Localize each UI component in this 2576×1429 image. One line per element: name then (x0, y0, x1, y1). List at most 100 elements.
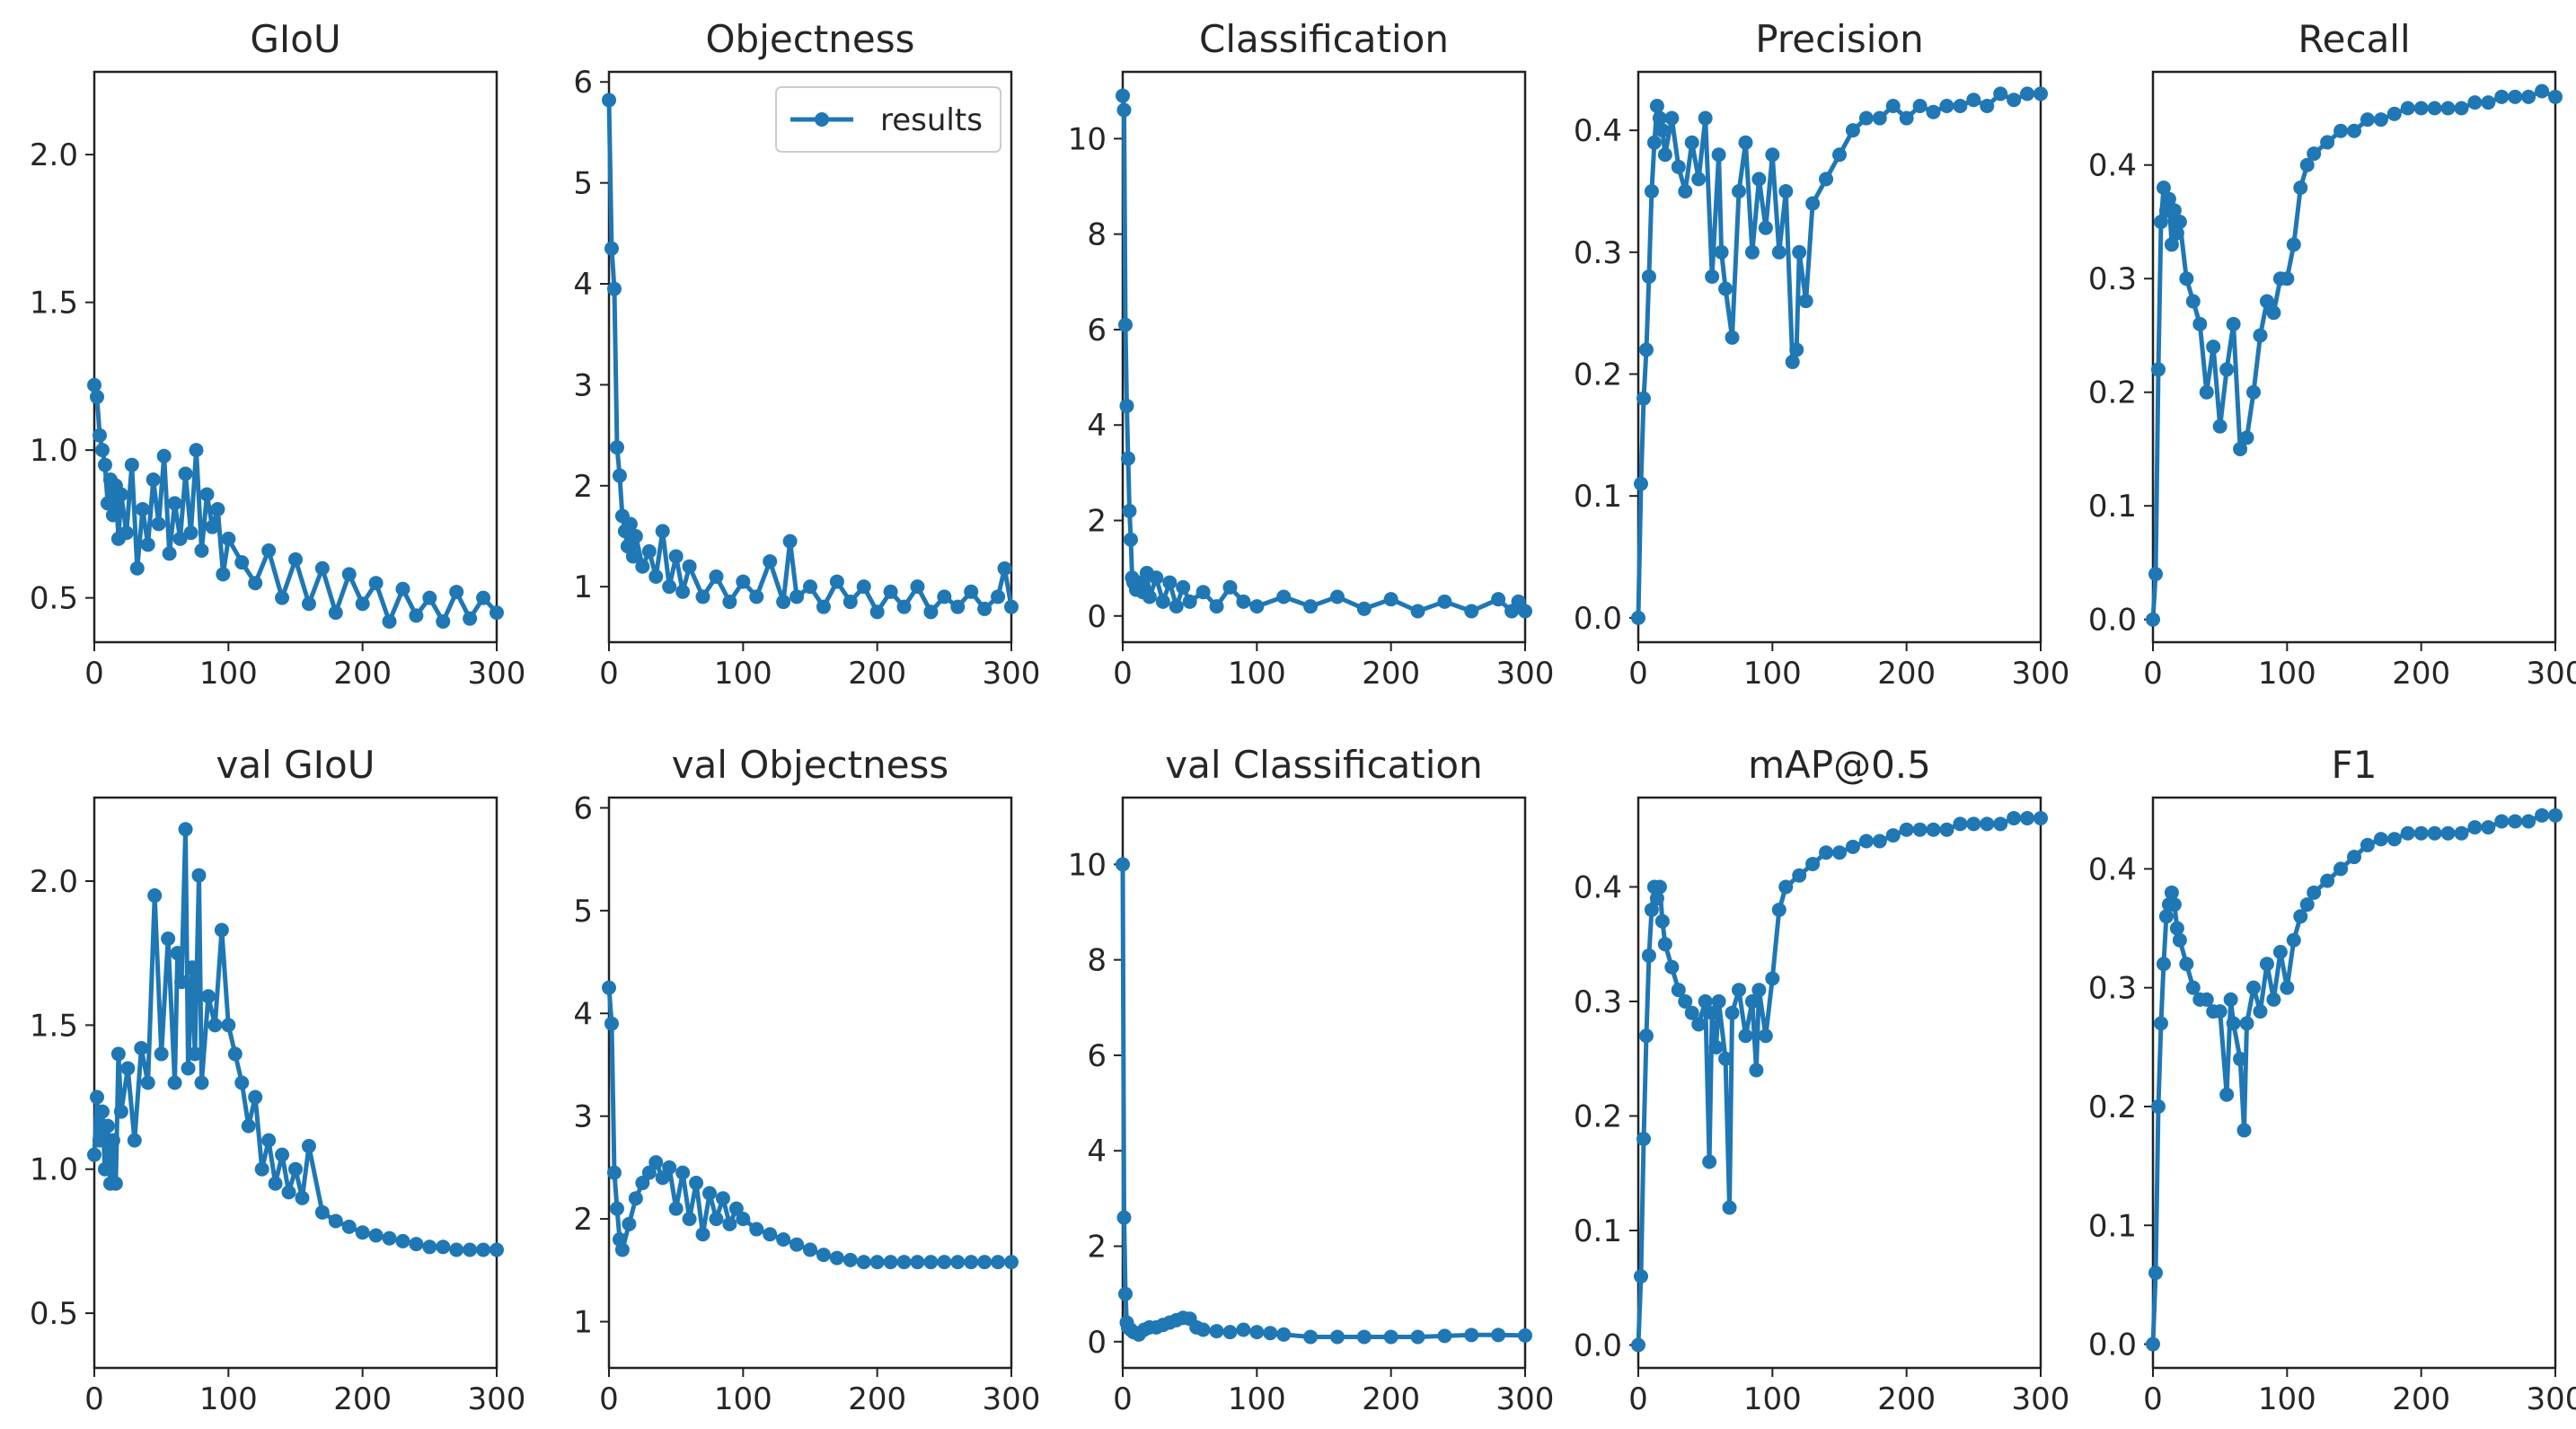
y-tick-label: 0.0 (1574, 1328, 1622, 1363)
data-point (1711, 147, 1726, 163)
data-point (1872, 834, 1887, 849)
data-point (174, 975, 190, 990)
data-point (2192, 316, 2208, 331)
y-tick-label: 0.1 (2088, 1208, 2137, 1244)
data-point (609, 440, 624, 455)
subplot-objectness: Objectness 0 100 200 300 1 2 3 4 5 6 results (573, 17, 1040, 692)
data-point (1705, 269, 1720, 284)
data-point (2166, 203, 2182, 218)
data-point (2400, 825, 2415, 841)
data-point (221, 1018, 236, 1033)
subplot-classification: Classification 0 100 200 300 0 2 4 6 8 10 (1068, 17, 1555, 692)
data-point (368, 576, 384, 591)
data-point (1966, 93, 1981, 108)
data-point (2481, 820, 2496, 835)
axes-frame (1636, 70, 2042, 644)
data-point (736, 1212, 751, 1227)
x-tick-label: 100 (1228, 1381, 1286, 1417)
data-point (869, 1255, 885, 1270)
y-tick-label: 2.0 (30, 864, 78, 900)
data-point (628, 1191, 643, 1206)
axes-frame (607, 796, 1013, 1370)
data-point (1116, 857, 1130, 872)
data-point (409, 1237, 424, 1252)
data-point (2386, 106, 2402, 121)
data-point (2153, 214, 2168, 229)
data-point (1329, 589, 1345, 604)
data-point (167, 1075, 182, 1090)
data-point (2272, 944, 2288, 959)
data-point (1926, 104, 1941, 119)
data-point (883, 1255, 898, 1270)
data-point (1195, 1322, 1211, 1337)
legend-label: results (880, 102, 983, 138)
data-point (1162, 575, 1178, 590)
data-point (2150, 362, 2166, 377)
data-point (1652, 879, 1667, 895)
data-point (1798, 294, 1813, 309)
data-point (715, 1191, 730, 1206)
series-line-results (1636, 816, 2041, 1345)
y-tick-label: 0.5 (30, 1296, 78, 1332)
data-point (2440, 101, 2456, 116)
subplot-title: Precision (1755, 17, 1923, 61)
data-point (1641, 948, 1656, 963)
x-tick-label: 200 (848, 656, 906, 692)
data-point (2158, 909, 2174, 924)
data-point (2386, 832, 2402, 847)
data-point (896, 1255, 912, 1270)
subplot-map-0-5: mAP@0.5 0 100 200 300 0.0 0.1 0.2 0.3 0.4 (1574, 743, 2070, 1417)
x-tick-label: 0 (2143, 1381, 2163, 1417)
data-point (1654, 913, 1670, 929)
data-point (1725, 1005, 1740, 1020)
data-point (382, 1231, 397, 1246)
data-point (763, 1227, 778, 1242)
y-tick-label: 3 (573, 367, 593, 403)
data-point (2253, 1004, 2268, 1019)
y-tick-label: 1.0 (30, 1152, 78, 1188)
y-tick-label: 0.1 (1574, 1213, 1622, 1249)
data-point (1437, 1328, 1452, 1344)
data-point (288, 1161, 303, 1177)
data-point (1725, 330, 1740, 345)
data-point (185, 960, 200, 975)
y-tick-label: 0.3 (1574, 235, 1622, 271)
data-point (816, 599, 831, 614)
data-point (749, 1222, 764, 1237)
data-point (2293, 909, 2308, 924)
data-point (1646, 135, 1662, 150)
data-point (1123, 532, 1138, 547)
data-point (2286, 932, 2301, 948)
data-point (1649, 891, 1664, 906)
data-point (655, 524, 670, 539)
axes-frame (93, 70, 498, 644)
data-point (1654, 123, 1670, 138)
x-tick-label: 300 (983, 1381, 1041, 1417)
x-tick-label: 100 (199, 1381, 258, 1417)
data-point (1678, 183, 1693, 198)
data-point (2259, 957, 2274, 972)
data-point (1222, 1325, 1238, 1340)
data-point (207, 1018, 223, 1033)
data-point (702, 1186, 717, 1201)
data-point (2333, 861, 2349, 877)
data-point (1771, 902, 1786, 917)
data-point (937, 1255, 952, 1270)
data-point (2548, 807, 2563, 823)
data-point (2185, 294, 2201, 309)
data-point (950, 599, 966, 614)
data-point (328, 605, 343, 621)
legend: results (775, 86, 1001, 153)
data-point (2146, 612, 2160, 627)
x-tick-label: 100 (714, 656, 772, 692)
legend-box (775, 86, 1001, 153)
data-point (395, 1233, 410, 1248)
data-point (1819, 845, 1834, 860)
data-point (436, 613, 451, 629)
data-point (1236, 1322, 1251, 1337)
data-point (609, 1201, 624, 1216)
data-point (1636, 391, 1651, 406)
x-tick-label: 200 (1362, 656, 1420, 692)
data-point (1819, 172, 1834, 187)
data-point (1718, 1051, 1734, 1066)
